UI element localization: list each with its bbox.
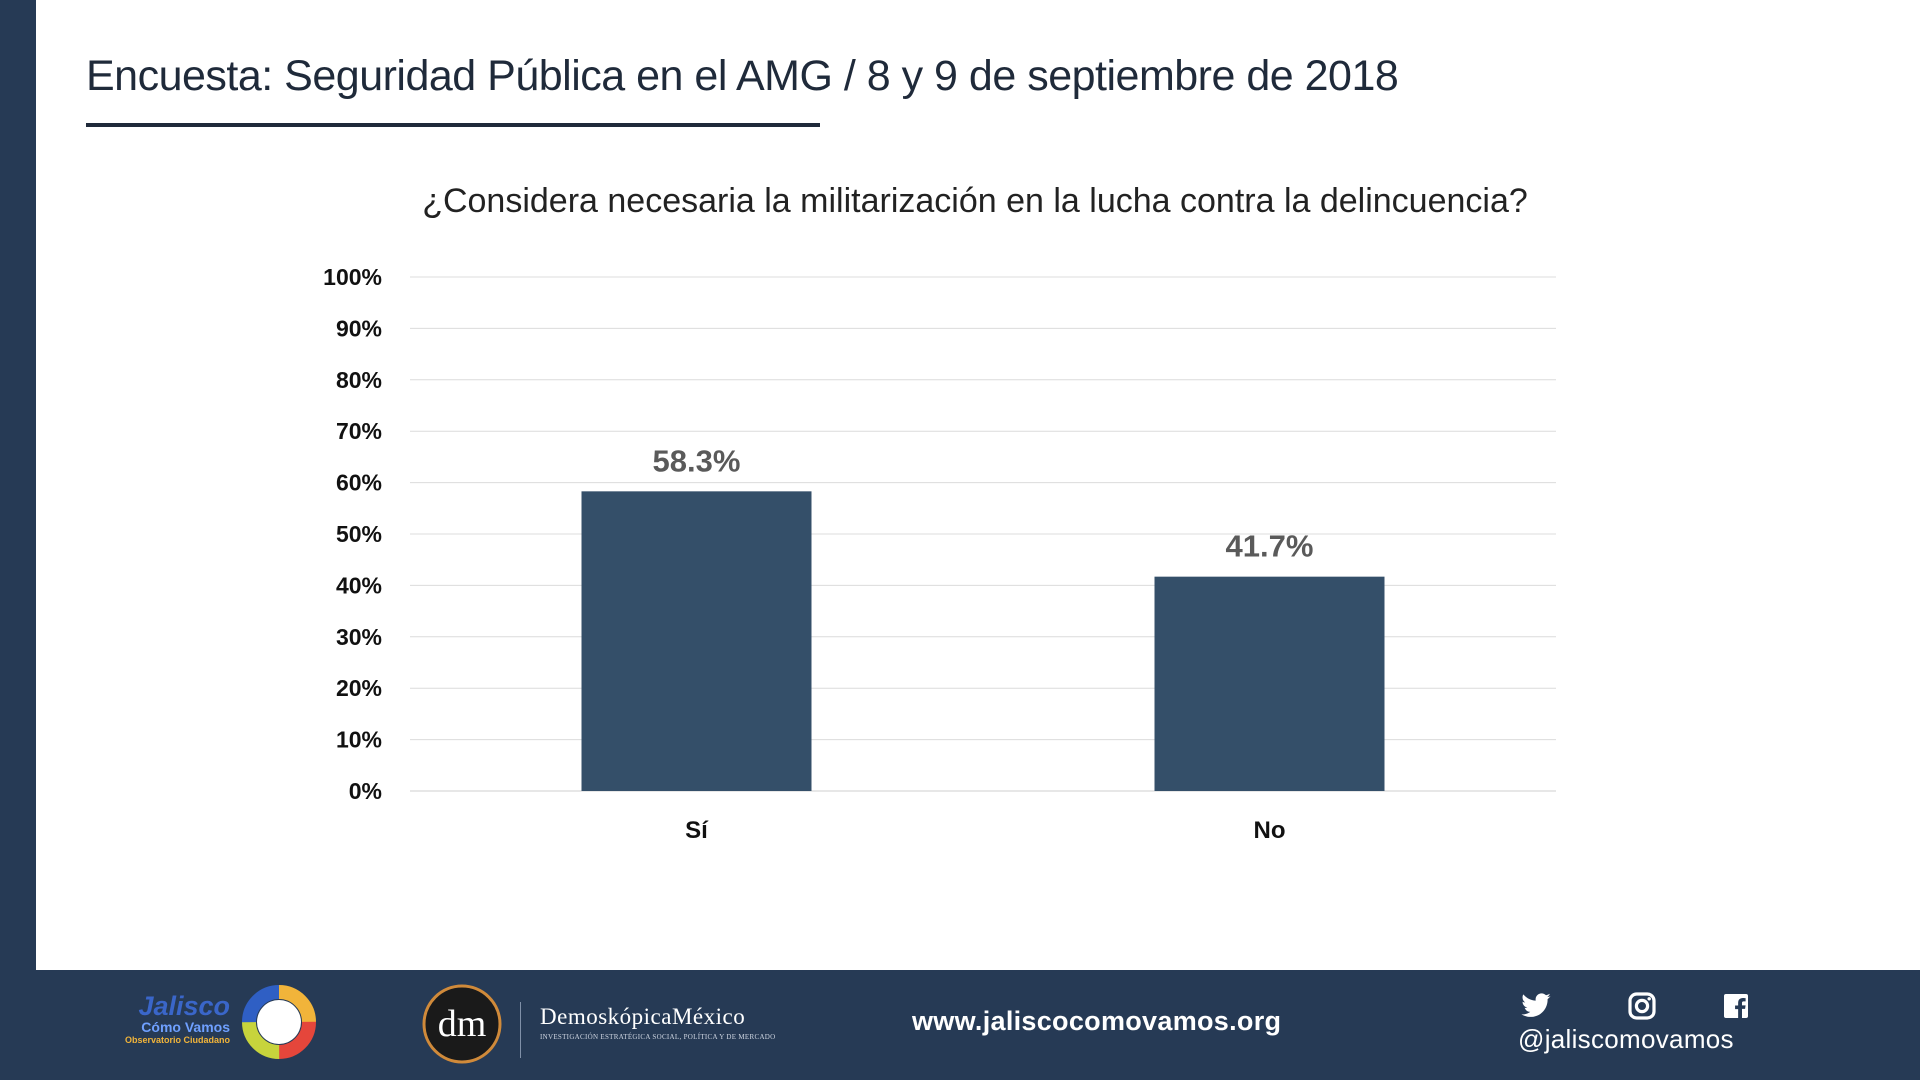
footer-bar <box>0 970 1920 1080</box>
x-tick-label: No <box>1254 817 1286 844</box>
bar-chart: 0% 10% 20% 30% 40% 50% 60% 70% 80% 90% 100% 58.3% 4… <box>323 264 1556 844</box>
y-tick-label: 80% <box>336 367 382 393</box>
demoskopica-logo-icon: dm <box>422 984 502 1064</box>
chart-bars <box>581 491 1385 791</box>
y-tick-label: 20% <box>336 675 382 701</box>
ring-logo-icon <box>242 985 316 1059</box>
facebook-icon[interactable] <box>1720 990 1752 1022</box>
y-tick-label: 40% <box>336 572 382 598</box>
instagram-icon[interactable] <box>1626 990 1658 1022</box>
left-accent-bar <box>0 0 36 970</box>
x-tick-label: Sí <box>685 817 709 844</box>
twitter-icon[interactable] <box>1520 990 1552 1022</box>
title-underline <box>86 123 820 127</box>
y-tick-label: 100% <box>323 264 382 290</box>
value-labels: 58.3% 41.7% <box>653 443 1314 563</box>
demoskopica-tagline: INVESTIGACIÓN ESTRATÉGICA SOCIAL, POLÍTI… <box>540 1033 776 1041</box>
demoskopica-mark: dm <box>438 1003 487 1045</box>
x-axis-ticks: Sí No <box>685 817 1285 844</box>
y-tick-label: 0% <box>349 778 382 804</box>
website-link[interactable]: www.jaliscocomovamos.org <box>912 1006 1282 1036</box>
y-tick-label: 90% <box>336 315 382 341</box>
logo-sub-text: Cómo Vamos <box>141 1019 230 1035</box>
bar <box>581 491 812 791</box>
chart-title: ¿Considera necesaria la militarización e… <box>422 182 1528 220</box>
logo-main-text: Jalisco <box>138 991 230 1021</box>
demoskopica-name: DemoskópicaMéxico <box>540 1004 746 1029</box>
bar <box>1154 576 1385 791</box>
social-handle[interactable]: @jaliscomovamos <box>1518 1024 1734 1054</box>
logo-obs-text: Observatorio Ciudadano <box>124 1035 230 1045</box>
y-tick-label: 70% <box>336 418 382 444</box>
data-label: 58.3% <box>653 443 741 478</box>
y-tick-label: 50% <box>336 521 382 547</box>
data-label: 41.7% <box>1226 529 1314 564</box>
jalisco-como-vamos-logo: Jalisco Cómo Vamos Observatorio Ciudadan… <box>124 992 230 1046</box>
y-tick-label: 10% <box>336 727 382 753</box>
y-tick-label: 60% <box>336 470 382 496</box>
y-axis-ticks: 0% 10% 20% 30% 40% 50% 60% 70% 80% 90% 100% <box>323 264 382 804</box>
page-title: Encuesta: Seguridad Pública en el AMG / … <box>86 52 1399 100</box>
y-tick-label: 30% <box>336 624 382 650</box>
logo-divider <box>520 1002 521 1058</box>
